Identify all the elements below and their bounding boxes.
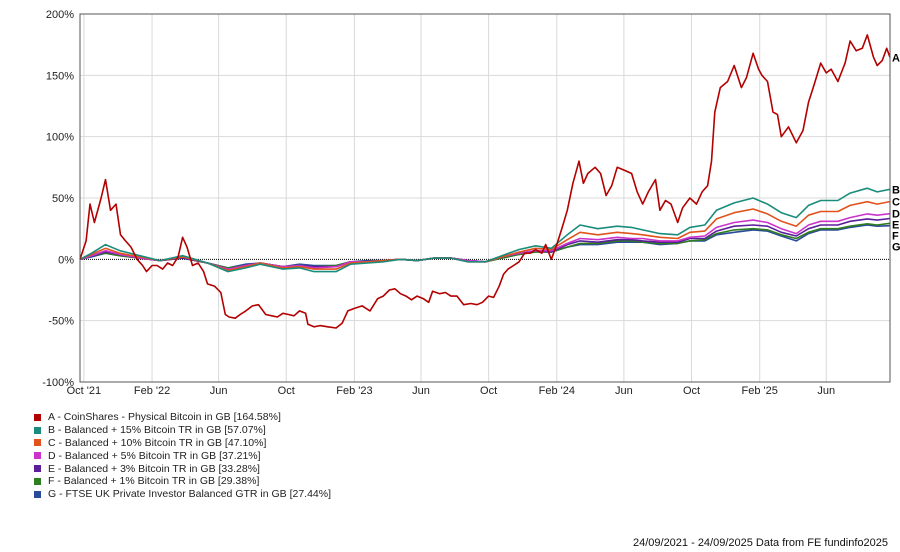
x-tick-label: Jun [817, 385, 835, 397]
y-axis-labels: -100% -50% 0% 50% 100% 150% 200% [42, 9, 74, 389]
x-tick-label: Feb '25 [742, 385, 778, 397]
legend-swatch [34, 452, 41, 460]
y-tick-label: 0% [58, 254, 74, 266]
legend-swatch [34, 426, 41, 434]
legend-swatch [34, 490, 41, 498]
x-tick-label: Feb '23 [336, 385, 372, 397]
series-line-a [79, 34, 891, 329]
legend-item-g: G - FTSE UK Private Investor Balanced GT… [34, 488, 331, 501]
series-line-b [79, 187, 891, 273]
x-tick-label: Oct '21 [67, 385, 102, 397]
legend-label: A - CoinShares - Physical Bitcoin in GB … [48, 411, 281, 424]
legend-swatch [34, 465, 41, 473]
x-tick-label: Oct [278, 385, 295, 397]
x-tick-label: Jun [615, 385, 633, 397]
legend-swatch [34, 439, 41, 447]
legend-label: B - Balanced + 15% Bitcoin TR in GB [57.… [48, 424, 266, 437]
series-end-label-e: E [892, 220, 899, 232]
legend-item-b: B - Balanced + 15% Bitcoin TR in GB [57.… [34, 424, 331, 437]
series-end-label-f: F [892, 231, 899, 243]
legend-label: D - Balanced + 5% Bitcoin TR in GB [37.2… [48, 449, 261, 462]
y-tick-label: -50% [48, 316, 74, 328]
legend-swatch [34, 413, 41, 421]
y-tick-label: -100% [42, 377, 74, 389]
legend-label: C - Balanced + 10% Bitcoin TR in GB [47.… [48, 436, 267, 449]
series-line-c [79, 200, 891, 272]
series-end-label-d: D [892, 209, 900, 221]
legend-label: E - Balanced + 3% Bitcoin TR in GB [33.2… [48, 462, 260, 475]
y-tick-label: 150% [46, 70, 74, 82]
plot-frame [79, 13, 891, 383]
legend-item-c: C - Balanced + 10% Bitcoin TR in GB [47.… [34, 437, 331, 450]
x-tick-label: Jun [210, 385, 228, 397]
series-end-label-g: G [892, 242, 900, 254]
legend-item-f: F - Balanced + 1% Bitcoin TR in GB [29.3… [34, 475, 331, 488]
chart-grid [80, 13, 890, 383]
series-end-label-c: C [892, 197, 900, 209]
x-tick-label: Oct [683, 385, 700, 397]
chart-legend: A - CoinShares - Physical Bitcoin in GB … [34, 411, 331, 501]
series-end-label-b: B [892, 184, 900, 196]
y-tick-label: 200% [46, 9, 74, 21]
y-tick-label: 100% [46, 132, 74, 144]
y-tick-label: 50% [52, 193, 74, 205]
legend-swatch [34, 477, 41, 485]
legend-item-e: E - Balanced + 3% Bitcoin TR in GB [33.2… [34, 462, 331, 475]
series-end-label-a: A [892, 52, 900, 64]
legend-item-a: A - CoinShares - Physical Bitcoin in GB … [34, 411, 331, 424]
x-tick-label: Feb '24 [539, 385, 575, 397]
series-line-d [79, 212, 891, 270]
x-tick-label: Jun [412, 385, 430, 397]
legend-label: G - FTSE UK Private Investor Balanced GT… [48, 488, 332, 501]
legend-item-d: D - Balanced + 5% Bitcoin TR in GB [37.2… [34, 449, 331, 462]
performance-chart: -100% -50% 0% 50% 100% 150% 200% Oct '21 Feb '2… [42, 9, 900, 397]
x-tick-label: Feb '22 [134, 385, 170, 397]
series-lines [79, 34, 891, 329]
x-axis-labels: Oct '21 Feb '22 Jun Oct Feb '23 Jun Oct Feb '24… [67, 385, 835, 397]
x-tick-label: Oct [480, 385, 497, 397]
data-source-footer: 24/09/2021 - 24/09/2025 Data from FE fun… [632, 537, 888, 549]
legend-label: F - Balanced + 1% Bitcoin TR in GB [29.3… [48, 475, 260, 488]
